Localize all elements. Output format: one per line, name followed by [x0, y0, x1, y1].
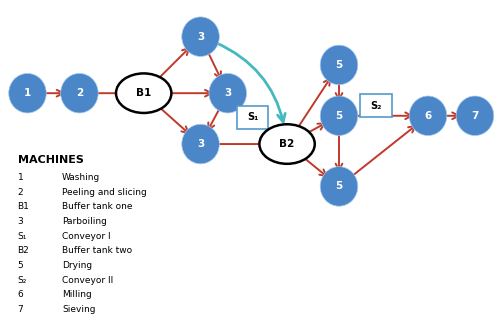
Ellipse shape — [209, 73, 246, 113]
Text: Peeling and slicing: Peeling and slicing — [62, 187, 147, 197]
Text: Sieving: Sieving — [62, 305, 96, 314]
Ellipse shape — [320, 167, 358, 206]
Text: B2: B2 — [18, 246, 29, 255]
Text: S₁: S₁ — [247, 112, 258, 122]
Ellipse shape — [456, 96, 494, 136]
Text: S₁: S₁ — [18, 232, 27, 241]
Text: Washing: Washing — [62, 173, 100, 182]
Text: S₂: S₂ — [370, 101, 382, 111]
Ellipse shape — [182, 124, 220, 164]
Ellipse shape — [260, 124, 315, 164]
Ellipse shape — [116, 73, 172, 113]
Text: 1: 1 — [24, 88, 31, 98]
Text: 3: 3 — [18, 217, 24, 226]
Text: 3: 3 — [197, 32, 204, 42]
Text: B1: B1 — [18, 202, 29, 211]
Ellipse shape — [8, 73, 46, 113]
Ellipse shape — [182, 17, 220, 57]
Text: 7: 7 — [472, 111, 478, 121]
Text: B2: B2 — [280, 139, 294, 149]
Text: B1: B1 — [136, 88, 152, 98]
Text: 2: 2 — [76, 88, 83, 98]
Text: 1: 1 — [18, 173, 24, 182]
Ellipse shape — [320, 45, 358, 85]
Text: Drying: Drying — [62, 261, 92, 270]
Ellipse shape — [409, 96, 447, 136]
Text: 6: 6 — [18, 290, 24, 299]
Text: 3: 3 — [197, 139, 204, 149]
Text: Parboiling: Parboiling — [62, 217, 107, 226]
Ellipse shape — [60, 73, 98, 113]
Text: Conveyor II: Conveyor II — [62, 276, 114, 285]
Text: Milling: Milling — [62, 290, 92, 299]
Text: 5: 5 — [336, 181, 342, 192]
Text: Buffer tank two: Buffer tank two — [62, 246, 132, 255]
Text: S₂: S₂ — [18, 276, 27, 285]
Text: 5: 5 — [18, 261, 24, 270]
Text: 5: 5 — [336, 60, 342, 70]
Text: 7: 7 — [18, 305, 24, 314]
FancyBboxPatch shape — [360, 95, 392, 117]
FancyBboxPatch shape — [236, 106, 268, 129]
Text: 5: 5 — [336, 111, 342, 121]
Text: Conveyor I: Conveyor I — [62, 232, 110, 241]
Text: Buffer tank one: Buffer tank one — [62, 202, 132, 211]
Text: 2: 2 — [18, 187, 23, 197]
Ellipse shape — [320, 96, 358, 136]
Text: MACHINES: MACHINES — [18, 155, 84, 165]
Text: 6: 6 — [424, 111, 432, 121]
Text: 3: 3 — [224, 88, 232, 98]
